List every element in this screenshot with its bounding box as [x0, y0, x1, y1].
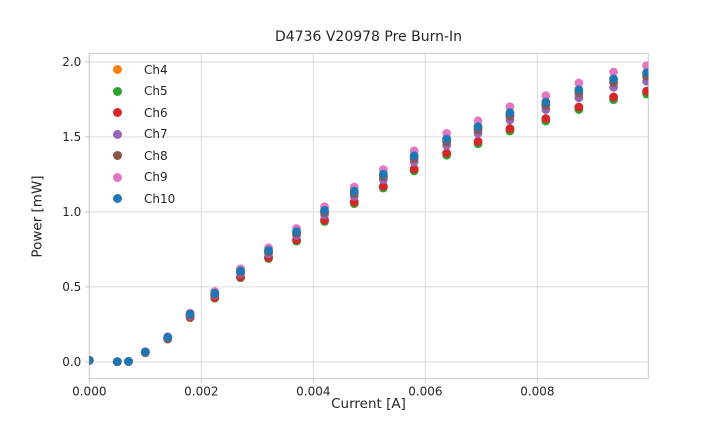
legend-item-ch10: Ch10: [113, 188, 175, 210]
data-point-ch10: [124, 357, 133, 366]
data-point-ch10: [442, 134, 452, 144]
legend-label-ch9: Ch9: [144, 170, 168, 185]
data-point-ch10: [163, 332, 173, 342]
axes-frame: [88, 52, 649, 380]
data-point-ch6: [541, 114, 551, 123]
legend-label-ch10: Ch10: [144, 191, 176, 206]
data-point-ch6: [378, 181, 388, 191]
y-tick-label: 0.5: [62, 280, 81, 294]
data-point-ch10: [185, 309, 195, 319]
data-point-ch6: [642, 86, 649, 96]
legend-label-ch4: Ch4: [144, 62, 168, 77]
y-tick-label: 2.0: [62, 55, 81, 69]
legend-item-ch8: Ch8: [113, 145, 175, 167]
data-point-ch10: [264, 246, 273, 255]
y-axis-label: Power [mW]: [29, 175, 46, 258]
legend-label-ch6: Ch6: [144, 105, 168, 120]
legend-marker-ch9: [113, 172, 122, 182]
data-point-ch10: [320, 205, 329, 215]
legend-item-ch7: Ch7: [113, 124, 175, 146]
data-point-ch9: [642, 61, 649, 71]
data-point-ch10: [609, 74, 618, 84]
data-points-layer: [89, 61, 649, 366]
x-axis-label: Current [A]: [331, 396, 406, 412]
legend-marker-ch8: [113, 151, 122, 161]
x-tick-label: 0.004: [296, 385, 330, 399]
y-tick-label: 1.5: [62, 130, 81, 144]
legend-item-ch4: Ch4: [113, 59, 175, 81]
x-tick-label: 0.002: [184, 385, 218, 399]
y-tick-label: 0.0: [62, 355, 81, 369]
data-point-ch10: [642, 68, 649, 78]
data-point-ch10: [505, 108, 515, 118]
legend-label-ch7: Ch7: [144, 127, 168, 142]
x-tick-label: 0.006: [408, 385, 442, 399]
data-point-ch6: [409, 164, 419, 174]
legend-marker-ch6: [113, 108, 122, 118]
legend-marker-ch10: [113, 194, 122, 204]
data-point-ch10: [292, 227, 301, 237]
legend-marker-ch4: [113, 65, 122, 75]
data-point-ch6: [442, 148, 452, 158]
data-point-ch10: [409, 151, 419, 161]
legend-label-ch8: Ch8: [144, 148, 168, 163]
x-tick-label: 0.008: [520, 385, 554, 399]
data-point-ch10: [574, 85, 584, 95]
legend-item-ch9: Ch9: [113, 167, 175, 189]
x-tick-label: 0.000: [72, 385, 106, 399]
data-point-ch10: [378, 169, 388, 179]
data-point-ch9: [574, 78, 584, 88]
legend-label-ch5: Ch5: [144, 84, 168, 99]
data-point-ch10: [236, 266, 245, 276]
data-point-ch9: [541, 91, 551, 101]
data-point-ch6: [574, 102, 584, 112]
data-point-ch10: [210, 288, 220, 298]
legend-marker-ch7: [113, 129, 122, 139]
data-point-ch10: [140, 347, 150, 357]
data-point-ch6: [609, 92, 618, 102]
data-point-ch6: [505, 124, 515, 134]
legend-item-ch6: Ch6: [113, 102, 175, 124]
data-point-ch10: [349, 186, 359, 196]
data-point-ch10: [473, 122, 483, 132]
data-point-ch10: [541, 97, 551, 107]
y-tick-label: 1.0: [62, 205, 81, 219]
chart-title: D4736 V20978 Pre Burn-In: [274, 29, 463, 45]
legend-item-ch5: Ch5: [113, 81, 175, 103]
legend: Ch4 Ch5 Ch6 Ch7 Ch8 Ch9 Ch10: [113, 59, 175, 210]
data-point-ch6: [473, 137, 483, 146]
data-point-ch10: [89, 355, 94, 365]
data-point-ch10: [112, 357, 122, 366]
legend-marker-ch5: [113, 86, 122, 96]
data-point-ch9: [609, 67, 618, 77]
